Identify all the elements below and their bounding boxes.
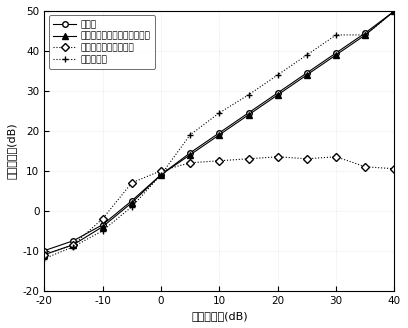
最差情况性能优化方法 [129,181,134,185]
最优値 [392,9,397,13]
本发明方法 [304,53,309,57]
Line: 最差情况性能优化方法: 最差情况性能优化方法 [42,154,397,257]
最优値 [159,173,164,177]
最差情况性能优化方法 [334,155,339,159]
最优値 [246,111,251,115]
最优値 [334,51,339,55]
最优値 [42,249,47,253]
基于缩减估计的波束形成方法 [188,153,193,157]
本发明方法 [42,257,47,261]
最差情况性能优化方法 [246,157,251,161]
最优値 [71,239,76,243]
Line: 基于缩减估计的波束形成方法: 基于缩减估计的波束形成方法 [42,8,397,257]
本发明方法 [334,33,339,37]
基于缩减估计的波束形成方法 [392,9,397,13]
最差情况性能优化方法 [71,243,76,247]
本发明方法 [100,229,105,233]
基于缩减估计的波束形成方法 [159,173,164,177]
基于缩减估计的波束形成方法 [129,201,134,205]
本发明方法 [275,73,280,77]
基于缩减估计的波束形成方法 [363,33,368,37]
基于缩减估计的波束形成方法 [334,53,339,57]
本发明方法 [159,173,164,177]
最优値 [304,71,309,75]
最差情况性能优化方法 [188,161,193,165]
最差情况性能优化方法 [100,217,105,221]
最优値 [217,131,222,135]
最差情况性能优化方法 [392,167,397,171]
基于缩减估计的波束形成方法 [246,113,251,117]
最差情况性能优化方法 [304,157,309,161]
基于缩减估计的波束形成方法 [100,225,105,229]
Line: 本发明方法: 本发明方法 [41,8,398,262]
本发明方法 [392,9,397,13]
Y-axis label: 输出信噪比(dB): 输出信噪比(dB) [7,122,17,179]
本发明方法 [129,205,134,209]
本发明方法 [188,133,193,137]
本发明方法 [71,245,76,249]
Line: 最优値: 最优値 [42,8,397,254]
基于缩减估计的波束形成方法 [275,93,280,97]
最优値 [275,91,280,95]
本发明方法 [246,93,251,97]
最优値 [363,31,368,35]
X-axis label: 输入信噪比(dB): 输入信噪比(dB) [191,311,248,321]
最优値 [129,199,134,203]
最优値 [100,223,105,227]
基于缩减估计的波束形成方法 [71,243,76,247]
最差情况性能优化方法 [217,159,222,163]
Legend: 最优値, 基于缩减估计的波束形成方法, 最差情况性能优化方法, 本发明方法: 最优値, 基于缩减估计的波束形成方法, 最差情况性能优化方法, 本发明方法 [49,15,155,69]
最优値 [188,151,193,155]
本发明方法 [363,33,368,37]
最差情况性能优化方法 [275,155,280,159]
本发明方法 [217,111,222,115]
最差情况性能优化方法 [42,253,47,256]
最差情况性能优化方法 [159,169,164,173]
基于缩减估计的波束形成方法 [304,73,309,77]
基于缩减估计的波束形成方法 [217,133,222,137]
最差情况性能优化方法 [363,165,368,169]
基于缩减估计的波束形成方法 [42,253,47,256]
